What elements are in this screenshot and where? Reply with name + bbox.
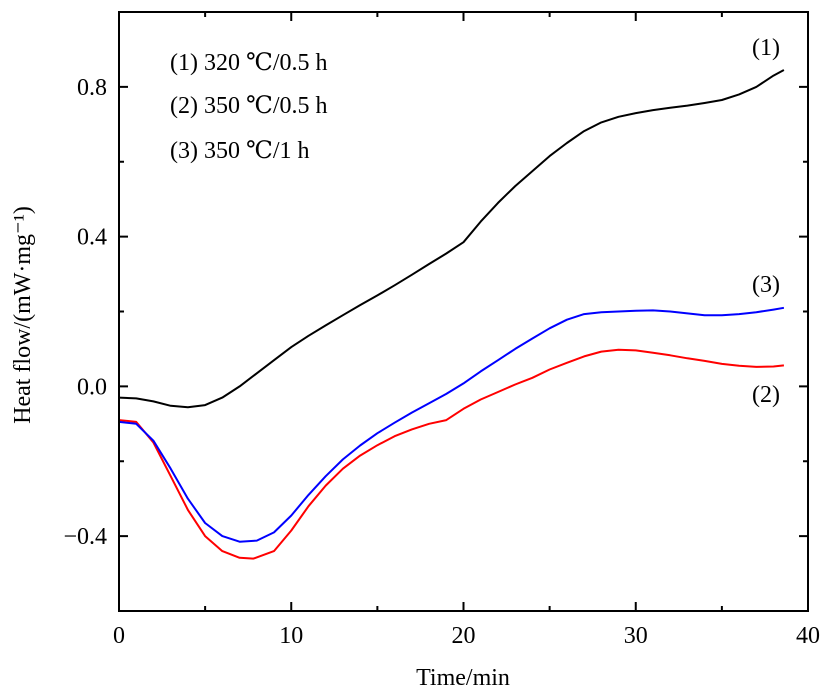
series-line-1 xyxy=(118,69,785,409)
y-axis-label: Heat flow/(mW·mg⁻¹) xyxy=(10,206,36,424)
legend-entry-1: (1) 320 ℃/0.5 h xyxy=(170,50,328,76)
x-tick-label: 0 xyxy=(113,623,125,649)
y-tick-label: 0.8 xyxy=(77,75,107,101)
x-tick-label: 20 xyxy=(452,623,476,649)
curve-label-1: (1) xyxy=(752,35,780,61)
y-tick-label: 0.4 xyxy=(77,225,107,251)
y-tick-label: −0.4 xyxy=(63,524,107,550)
x-tick-label: 40 xyxy=(796,623,820,649)
plot-lines xyxy=(118,69,785,560)
tick-labels: 0 10 20 30 40 −0.4 0.0 0.4 0.8 xyxy=(63,75,820,649)
curve-label-2: (2) xyxy=(752,382,780,408)
y-tick-label: 0.0 xyxy=(77,374,107,400)
x-axis-label: Time/min xyxy=(416,665,510,691)
series-line-3 xyxy=(118,306,785,543)
series-line-2 xyxy=(118,348,785,560)
legend-entry-2: (2) 350 ℃/0.5 h xyxy=(170,93,328,119)
legend-entry-3: (3) 350 ℃/1 h xyxy=(170,138,310,164)
x-tick-label: 10 xyxy=(279,623,303,649)
plot-frame xyxy=(118,11,809,612)
curve-label-3: (3) xyxy=(752,272,780,298)
x-tick-label: 30 xyxy=(624,623,648,649)
